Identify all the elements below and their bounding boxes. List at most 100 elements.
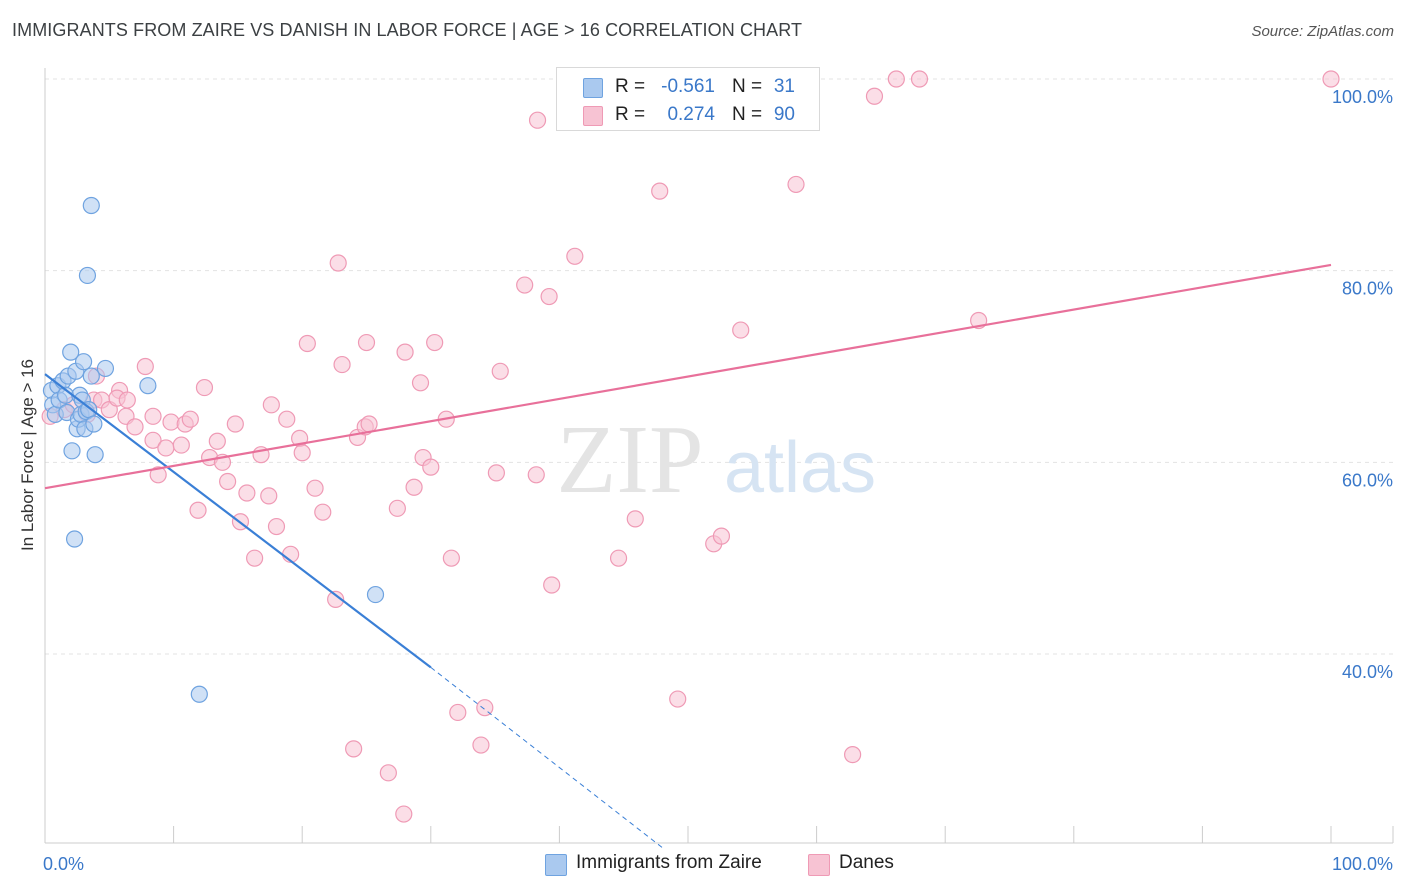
danes-point [626,510,644,528]
danes-point [219,472,237,491]
danes-point [149,466,167,484]
danes-point [395,805,413,823]
danes-point [422,458,440,476]
x-tick-label: 0.0% [43,854,84,874]
danes-point [195,378,214,397]
danes-point [379,764,397,782]
danes-point [388,499,406,517]
danes-point [329,254,347,272]
danes-point [298,334,316,353]
series-legend: Immigrants from Zaire Danes [0,850,1406,880]
y-tick-label: 100.0% [1332,87,1393,107]
danes-point [314,503,332,521]
danes-point [669,690,687,708]
danes-point [411,374,430,392]
danes-point [246,549,264,567]
danes-point [732,321,750,339]
r-label: R = [615,104,646,125]
danes-point [162,413,180,431]
danes-point [262,396,280,414]
danes-point [327,590,345,608]
danes-swatch [583,106,603,126]
zaire-swatch [583,78,603,98]
danes-point [238,484,256,502]
danes-point [126,418,144,436]
danes-point [144,431,162,449]
danes-point [278,410,296,428]
zaire-point [96,359,115,378]
legend-danes-swatch [808,854,830,876]
legend-zaire-swatch [545,854,567,876]
danes-point [476,699,494,717]
zaire-point [74,353,93,371]
legend-zaire-label: Immigrants from Zaire [576,852,762,873]
danes-point [345,740,363,758]
n-label: N = [732,76,763,97]
danes-point [260,487,278,505]
danes-point [405,478,423,496]
danes-point [1322,70,1340,88]
danes-point [844,746,862,764]
danes-point [118,391,136,409]
tick-labels: 40.0% 60.0% 80.0% 100.0% 0.0% 100.0% [43,87,1393,874]
danes-point [226,415,244,433]
danes-point [136,357,154,376]
danes-trend-line [44,263,1332,490]
danes-point [306,479,324,497]
axes [44,68,1394,844]
danes-point [426,333,444,352]
danes-point [609,549,628,567]
n-label: N = [732,104,763,125]
danes-point [267,517,286,536]
danes-point [651,182,669,200]
stats-row-zaire: R = -0.561 N = 31 [557,72,819,100]
chart-title: IMMIGRANTS FROM ZAIRE VS DANISH IN LABOR… [12,20,803,40]
stats-row-danes: R = 0.274 N = 90 [557,100,819,128]
danes-point [887,70,905,88]
y-tick-label: 60.0% [1342,470,1393,490]
zaire-point [82,196,100,215]
zaire-point [65,530,84,548]
danes-point [293,444,311,462]
legend-danes-label: Danes [839,852,894,873]
danes-point [712,527,731,545]
danes-point [442,549,460,567]
danes-point [360,415,378,433]
zaire-point [63,442,81,460]
zaire-trend-line [44,373,432,669]
r-label: R = [615,76,646,97]
danes-point [449,703,467,722]
danes-point [491,362,509,380]
zaire-trend-extension [430,667,663,848]
watermark-zip: ZIP [557,406,704,514]
danes-point [516,276,534,294]
danes-point [144,407,162,425]
zaire-point [78,266,97,285]
danes-point [357,333,376,352]
trend-lines [44,263,1332,848]
n-value: 90 [773,104,795,125]
danes-point [172,436,190,454]
zaire-point [139,377,157,395]
y-tick-label: 80.0% [1342,279,1393,299]
danes-point [208,432,226,450]
danes-point [333,355,351,374]
danes-point [528,111,547,129]
danes-point [566,247,584,265]
watermark: ZIP atlas [557,406,877,514]
danes-point [787,175,805,194]
danes-point [189,501,207,519]
zaire-point [62,343,80,361]
danes-point [487,464,505,482]
danes-point [543,576,561,594]
zaire-points [42,196,385,703]
gridlines [45,78,1393,655]
zaire-point [85,415,103,433]
watermark-atlas: atlas [724,428,876,508]
danes-point [396,343,414,361]
zaire-point [82,367,100,385]
r-value: -0.561 [661,76,715,97]
danes-point [472,736,490,754]
stats-legend: R = -0.561 N = 31 R = 0.274 N = 90 [556,67,820,131]
danes-point [527,466,545,484]
